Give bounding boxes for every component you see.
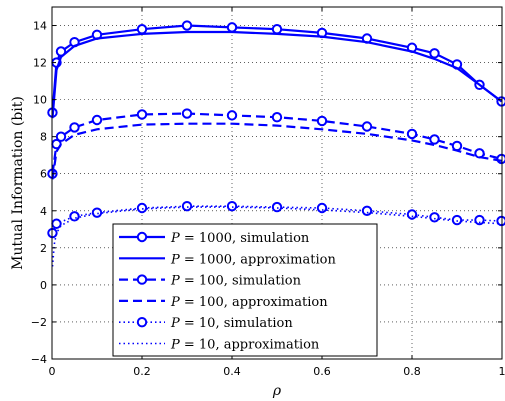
- legend-entry: P = 1000, simulation: [119, 231, 310, 246]
- data-point: [451, 214, 463, 226]
- data-point: [429, 134, 440, 145]
- legend-box: [112, 223, 378, 357]
- data-point: [361, 205, 373, 216]
- series-2: [51, 30, 503, 119]
- data-point: [181, 200, 193, 212]
- series-line: [51, 30, 503, 119]
- y-tick-label: 4: [40, 205, 47, 218]
- data-point: [91, 114, 103, 126]
- data-point: [69, 122, 80, 133]
- legend-label: P = 100, approximation: [170, 295, 328, 310]
- legend-label: P = 100, simulation: [170, 274, 302, 289]
- data-point: [136, 202, 148, 214]
- legend-label: P = 10, approximation: [170, 338, 320, 353]
- y-tick-label: 2: [40, 242, 47, 255]
- data-point: [136, 24, 148, 35]
- data-point: [91, 207, 103, 218]
- y-tick-label: 14: [33, 20, 47, 33]
- series-layer: [47, 20, 505, 267]
- data-point: [271, 24, 283, 35]
- plot-frame: [51, 6, 503, 360]
- data-point: [429, 48, 440, 59]
- legend: P = 1000, simulation P = 1000, approximat…: [112, 223, 378, 357]
- data-point: [406, 128, 418, 140]
- x-tick-label: 0: [49, 365, 56, 378]
- data-point: [271, 201, 283, 213]
- x-axis-label: ρ: [272, 383, 282, 399]
- legend-entry: P = 100, approximation: [119, 295, 328, 310]
- data-point: [474, 148, 485, 159]
- series-5: [47, 200, 505, 239]
- legend-marker-sample: [136, 231, 148, 243]
- legend-label: P = 10, simulation: [170, 316, 293, 331]
- x-tick-label: 0.4: [223, 365, 241, 378]
- y-tick-label: −2: [31, 316, 47, 329]
- data-point: [496, 153, 505, 165]
- series-line: [51, 205, 502, 234]
- y-tick-label: 8: [40, 131, 47, 144]
- series-4: [51, 122, 502, 180]
- series-line: [51, 112, 502, 174]
- y-tick-label: 10: [33, 94, 47, 107]
- x-tick-label: 0.2: [133, 365, 151, 378]
- data-point: [496, 215, 505, 227]
- data-point: [474, 214, 485, 226]
- legend-label: P = 1000, simulation: [170, 231, 310, 246]
- data-point: [181, 20, 193, 31]
- legend-entry: P = 10, approximation: [119, 338, 320, 353]
- legend-entry: P = 100, simulation: [119, 274, 302, 289]
- x-tick-label: 1: [499, 365, 505, 378]
- data-point: [226, 200, 238, 212]
- legend-entry: P = 10, simulation: [119, 316, 293, 331]
- y-tick-label: −4: [31, 353, 47, 366]
- series-line: [51, 206, 502, 267]
- data-point: [406, 209, 418, 220]
- legend-marker-sample: [136, 317, 148, 328]
- axis-ticks: 0 0.2 0.4 0.6 0.8 1 −4 −2 0 2 4 6 8 10 12 14: [31, 7, 505, 378]
- x-tick-label: 0.6: [313, 365, 331, 378]
- legend-marker-sample: [136, 274, 148, 285]
- y-axis-label: Mutual Information (bit): [10, 96, 26, 270]
- data-point: [226, 22, 238, 33]
- data-point: [316, 115, 328, 127]
- data-point: [181, 108, 193, 119]
- y-tick-label: 6: [40, 168, 47, 181]
- data-point: [271, 112, 283, 123]
- data-point: [429, 212, 440, 223]
- legend-entry: P = 1000, approximation: [119, 252, 336, 267]
- data-point: [136, 109, 148, 120]
- y-tick-label: 0: [40, 279, 47, 292]
- data-point: [55, 131, 67, 142]
- x-tick-label: 0.8: [403, 365, 421, 378]
- series-line: [51, 122, 502, 180]
- series-6: [51, 206, 502, 267]
- legend-label: P = 1000, approximation: [170, 252, 336, 267]
- data-point: [226, 110, 238, 121]
- series-line: [51, 24, 503, 113]
- data-point: [361, 121, 373, 132]
- data-point: [316, 202, 328, 214]
- y-tick-label: 12: [33, 57, 47, 70]
